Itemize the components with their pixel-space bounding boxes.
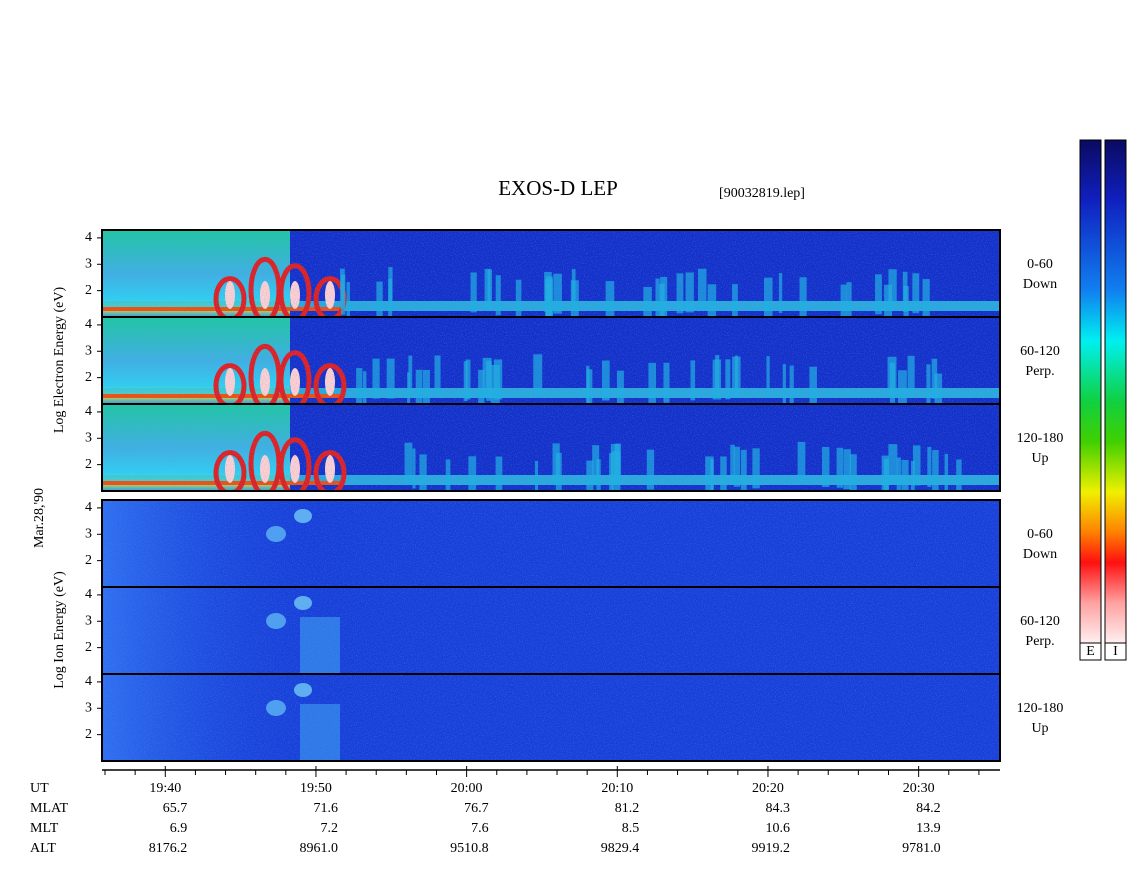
y-tick-label: 3 [85,343,92,358]
y-tick-label: 3 [85,613,92,628]
noise [102,317,1000,404]
y-tick-label: 4 [85,230,92,245]
channel-direction: Perp. [1025,634,1054,649]
colorbar [1079,139,1102,644]
row-value: 9829.4 [601,841,640,856]
spectrogram [102,230,1000,317]
y-tick-label: 4 [85,404,92,419]
channel-range: 0-60 [1027,527,1053,542]
channel-direction: Up [1031,451,1048,466]
colorbar [1104,139,1127,644]
y-axis-label: Log Electron Energy (eV) [52,287,67,434]
row-value: 65.7 [163,801,188,816]
colorbar-label-box [1079,642,1102,661]
x-tick-label: 20:00 [451,781,483,796]
noise [102,587,1000,674]
noise [102,500,1000,587]
spectrogram [102,674,1000,761]
y-tick-label: 3 [85,526,92,541]
colorbar-label: E [1086,644,1095,659]
row-value: 13.9 [916,821,941,836]
row-label: ALT [30,841,56,856]
y-tick-label: 4 [85,317,92,332]
date-label: Mar.28,'90 [32,488,47,548]
y-tick-label: 2 [85,457,92,472]
y-tick-label: 3 [85,700,92,715]
row-value: 8176.2 [149,841,188,856]
panel-frame [101,673,1001,762]
colorbar-label: I [1113,644,1118,659]
x-tick-label: 19:50 [300,781,332,796]
row-value: 8.5 [622,821,640,836]
row-value: 10.6 [765,821,790,836]
y-tick-label: 2 [85,553,92,568]
channel-range: 60-120 [1020,344,1060,359]
row-value: 81.2 [615,801,640,816]
channel-range: 120-180 [1017,701,1064,716]
y-tick-label: 4 [85,674,92,689]
x-tick-label: 20:30 [903,781,935,796]
channel-direction: Down [1023,277,1057,292]
row-value: 8961.0 [299,841,338,856]
y-tick-label: 2 [85,283,92,298]
chart-title: EXOS-D LEP [498,176,618,200]
y-tick-label: 3 [85,430,92,445]
row-label: MLT [30,821,59,836]
y-tick-label: 4 [85,587,92,602]
y-tick-label: 3 [85,256,92,271]
file-name: [90032819.lep] [719,186,805,201]
row-value: 7.2 [320,821,338,836]
panel-frame [101,403,1001,492]
channel-direction: Down [1023,547,1057,562]
y-tick-label: 4 [85,500,92,515]
noise [102,674,1000,761]
spectrogram [102,317,1000,404]
spectrogram [102,404,1000,491]
x-axis-label: UT [30,781,49,796]
noise [102,404,1000,491]
row-value: 84.2 [916,801,941,816]
row-value: 9510.8 [450,841,489,856]
channel-direction: Perp. [1025,364,1054,379]
row-value: 6.9 [170,821,188,836]
y-tick-label: 2 [85,640,92,655]
y-tick-label: 2 [85,370,92,385]
row-value: 9919.2 [751,841,790,856]
y-axis-label: Log Ion Energy (eV) [52,571,67,689]
spectrogram [102,587,1000,674]
channel-range: 0-60 [1027,257,1053,272]
y-tick-label: 2 [85,727,92,742]
colorbar-label-box [1104,642,1127,661]
row-value: 84.3 [765,801,790,816]
x-tick-label: 20:10 [601,781,633,796]
channel-direction: Up [1031,721,1048,736]
noise [102,230,1000,317]
x-tick-label: 20:20 [752,781,784,796]
channel-range: 60-120 [1020,614,1060,629]
channel-range: 120-180 [1017,431,1064,446]
x-tick-label: 19:40 [149,781,181,796]
row-value: 76.7 [464,801,489,816]
row-value: 9781.0 [902,841,941,856]
spectrogram [102,500,1000,587]
row-label: MLAT [30,801,69,816]
row-value: 71.6 [313,801,338,816]
row-value: 7.6 [471,821,489,836]
